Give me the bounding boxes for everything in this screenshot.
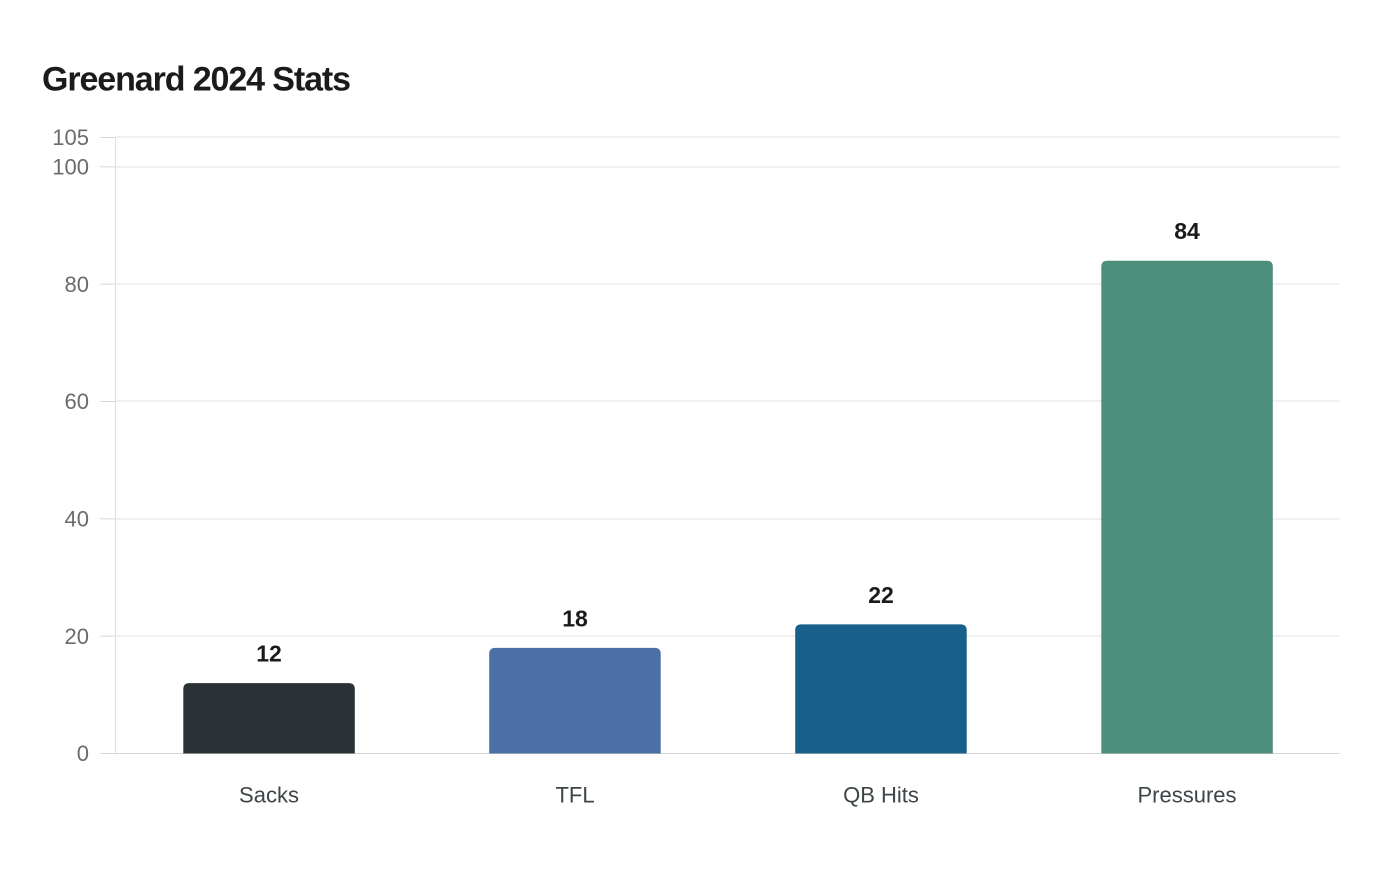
svg-text:20: 20 bbox=[65, 624, 89, 649]
svg-text:84: 84 bbox=[1174, 218, 1200, 244]
svg-text:60: 60 bbox=[65, 389, 89, 414]
svg-text:105: 105 bbox=[52, 125, 89, 150]
svg-text:Pressures: Pressures bbox=[1137, 782, 1236, 807]
svg-text:TFL: TFL bbox=[555, 782, 594, 807]
svg-text:Greenard 2024 Stats: Greenard 2024 Stats bbox=[42, 61, 350, 99]
svg-text:22: 22 bbox=[868, 582, 894, 608]
svg-text:Sacks: Sacks bbox=[239, 782, 299, 807]
svg-text:80: 80 bbox=[65, 272, 89, 297]
svg-text:18: 18 bbox=[562, 605, 588, 631]
svg-text:QB Hits: QB Hits bbox=[843, 782, 919, 807]
svg-text:100: 100 bbox=[52, 154, 89, 179]
svg-text:12: 12 bbox=[256, 641, 282, 667]
svg-text:0: 0 bbox=[77, 741, 89, 766]
svg-text:40: 40 bbox=[65, 506, 89, 531]
